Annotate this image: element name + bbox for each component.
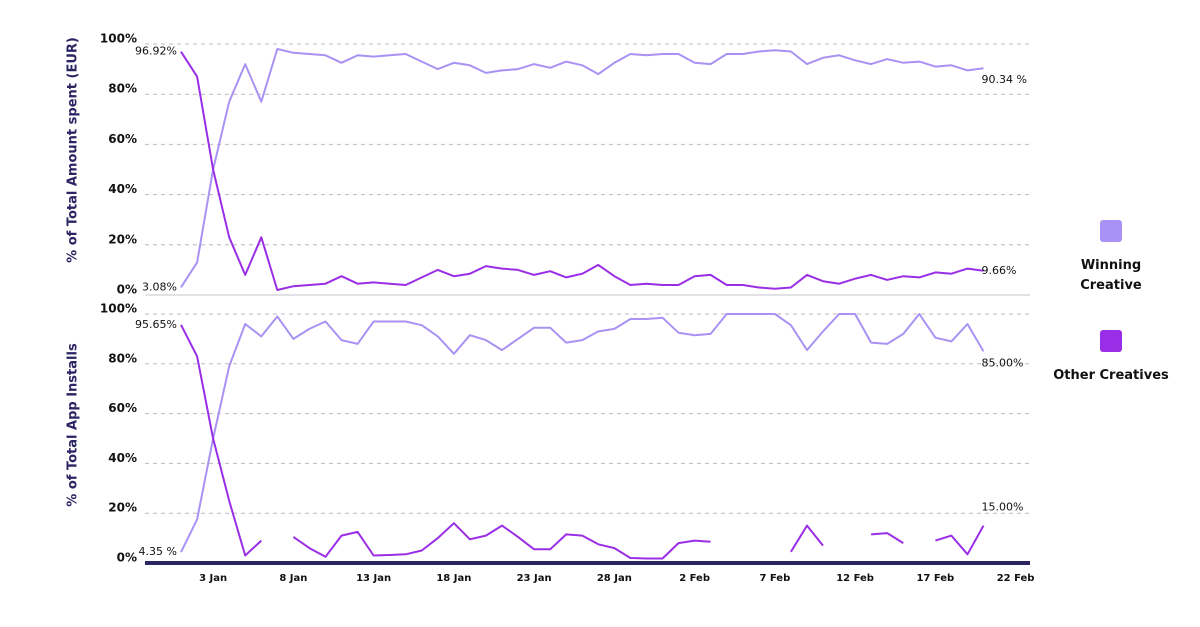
series-line xyxy=(180,48,984,288)
x-tick-label: 12 Feb xyxy=(836,573,874,584)
y-tick-label: 0% xyxy=(117,283,137,297)
y-tick-label: 40% xyxy=(108,182,137,196)
x-tick-label: 13 Jan xyxy=(356,573,391,584)
legend-swatch xyxy=(1100,330,1122,352)
y-axis-title: % of Total Amount spent (EUR) xyxy=(66,37,81,263)
legend-swatch xyxy=(1100,220,1122,242)
series-line xyxy=(180,313,985,553)
value-label: 9.66% xyxy=(982,264,1017,277)
y-tick-label: 80% xyxy=(108,82,137,96)
y-tick-label: 40% xyxy=(108,451,137,465)
x-tick-label: 17 Feb xyxy=(916,573,954,584)
y-tick-label: 0% xyxy=(117,551,137,565)
y-tick-label: 100% xyxy=(100,302,137,316)
y-tick-label: 20% xyxy=(108,232,137,246)
x-tick-label: 23 Jan xyxy=(517,573,552,584)
value-label: 96.92% xyxy=(135,45,177,58)
value-label: 95.65% xyxy=(135,318,177,331)
y-axis-title: % of Total App Installs xyxy=(66,343,81,507)
x-tick-label: 3 Jan xyxy=(199,573,227,584)
legend-label: Other Creatives xyxy=(1053,368,1169,383)
value-label: 90.34 % xyxy=(982,73,1027,86)
y-tick-label: 100% xyxy=(100,32,137,46)
y-tick-label: 20% xyxy=(108,501,137,515)
value-label: 3.08% xyxy=(142,280,177,293)
value-label: 85.00% xyxy=(982,356,1024,369)
series-line xyxy=(180,324,985,560)
x-tick-label: 28 Jan xyxy=(597,573,632,584)
x-tick-label: 22 Feb xyxy=(997,573,1035,584)
value-label: 4.35 % xyxy=(139,545,177,558)
series-line xyxy=(180,51,984,291)
legend-item: Other Creatives xyxy=(1053,368,1169,383)
x-tick-label: 8 Jan xyxy=(279,573,307,584)
x-tick-label: 7 Feb xyxy=(759,573,790,584)
legend-label: Winning Creative xyxy=(1080,258,1142,293)
y-tick-label: 80% xyxy=(108,351,137,365)
legend-item: Winning Creative xyxy=(1080,258,1142,293)
y-tick-label: 60% xyxy=(108,401,137,415)
x-tick-label: 18 Jan xyxy=(436,573,471,584)
x-tick-label: 2 Feb xyxy=(679,573,710,584)
value-label: 15.00% xyxy=(982,501,1024,514)
y-tick-label: 60% xyxy=(108,132,137,146)
